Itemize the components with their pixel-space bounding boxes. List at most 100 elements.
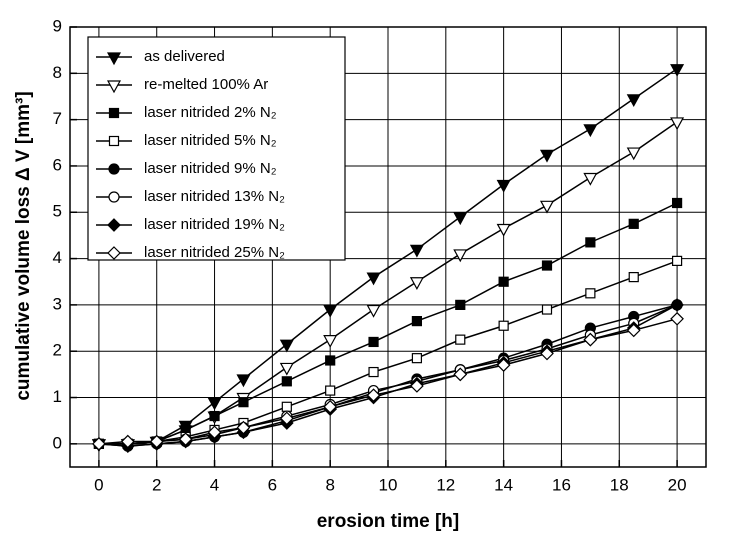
marker bbox=[671, 255, 683, 266]
marker bbox=[323, 399, 338, 414]
marker bbox=[583, 124, 598, 138]
legend-label: laser nitrided 19% N₂ bbox=[144, 216, 285, 233]
x-tick-label: 8 bbox=[325, 475, 334, 494]
marker bbox=[279, 339, 294, 353]
marker bbox=[453, 212, 468, 226]
marker bbox=[409, 244, 424, 258]
legend-marker bbox=[107, 246, 121, 260]
legend-label: laser nitrided 13% N₂ bbox=[144, 188, 285, 205]
y-tick-label: 4 bbox=[53, 248, 62, 267]
x-tick-label: 0 bbox=[94, 475, 103, 494]
y-axis-title: cumulative volume loss Δ V [mm³] bbox=[13, 91, 34, 400]
x-tick-label: 2 bbox=[152, 475, 161, 494]
marker bbox=[325, 355, 336, 366]
y-tick-label: 7 bbox=[53, 109, 62, 128]
marker bbox=[539, 200, 555, 214]
marker bbox=[323, 304, 338, 318]
marker bbox=[366, 388, 381, 403]
y-tick-label: 8 bbox=[53, 63, 62, 82]
marker bbox=[626, 147, 641, 161]
series-line bbox=[98, 68, 678, 445]
marker bbox=[279, 362, 294, 376]
marker bbox=[583, 332, 598, 347]
y-tick-label: 1 bbox=[53, 387, 62, 406]
marker bbox=[540, 346, 554, 361]
legend-label: laser nitrided 2% N₂ bbox=[144, 104, 277, 121]
marker bbox=[238, 397, 249, 408]
legend-marker bbox=[108, 163, 120, 175]
series-line bbox=[98, 260, 678, 445]
legend-marker bbox=[106, 80, 122, 94]
legend-label: laser nitrided 9% N₂ bbox=[144, 160, 277, 177]
y-tick-label: 6 bbox=[53, 155, 62, 174]
series-line bbox=[98, 304, 678, 447]
legend-label: laser nitrided 25% N₂ bbox=[144, 244, 285, 261]
marker bbox=[498, 320, 509, 331]
marker bbox=[541, 260, 553, 271]
legend-marker bbox=[107, 218, 121, 232]
marker bbox=[585, 237, 596, 248]
marker bbox=[366, 304, 381, 318]
x-tick-label: 12 bbox=[436, 475, 455, 494]
marker bbox=[496, 358, 511, 372]
marker bbox=[498, 276, 509, 287]
x-tick-label: 20 bbox=[668, 475, 687, 494]
marker bbox=[368, 366, 379, 378]
marker bbox=[541, 304, 553, 315]
y-tick-label: 3 bbox=[53, 294, 62, 313]
marker bbox=[325, 385, 336, 396]
x-tick-label: 16 bbox=[552, 475, 571, 494]
legend-marker bbox=[108, 191, 120, 203]
marker bbox=[539, 149, 555, 163]
x-tick-label: 4 bbox=[210, 475, 219, 494]
marker bbox=[236, 374, 251, 388]
legend-label: laser nitrided 5% N₂ bbox=[144, 132, 277, 149]
legend-box bbox=[87, 36, 346, 261]
x-axis-title: erosion time [h] bbox=[317, 511, 460, 532]
marker bbox=[323, 335, 338, 348]
y-tick-label: 5 bbox=[53, 202, 62, 221]
marker bbox=[92, 436, 106, 451]
plot-frame bbox=[69, 26, 707, 468]
marker bbox=[207, 425, 222, 440]
legend-marker bbox=[108, 135, 120, 147]
legend-label: as delivered bbox=[144, 48, 225, 65]
marker bbox=[281, 401, 292, 412]
marker bbox=[670, 311, 684, 326]
marker bbox=[628, 272, 639, 283]
marker bbox=[455, 334, 466, 345]
y-tick-label: 2 bbox=[53, 341, 62, 360]
y-tick-label: 0 bbox=[53, 433, 62, 452]
series-line bbox=[98, 318, 678, 445]
marker bbox=[671, 197, 683, 209]
marker bbox=[455, 299, 466, 310]
marker bbox=[209, 410, 220, 422]
marker bbox=[236, 420, 251, 435]
marker bbox=[496, 223, 511, 237]
marker bbox=[409, 277, 424, 290]
marker bbox=[496, 179, 511, 193]
marker bbox=[670, 298, 684, 312]
marker bbox=[411, 353, 423, 364]
y-tick-label: 9 bbox=[53, 16, 62, 35]
legend-label: re-melted 100% Ar bbox=[144, 76, 268, 93]
marker bbox=[279, 411, 294, 426]
marker bbox=[628, 218, 639, 229]
marker bbox=[120, 434, 135, 449]
marker bbox=[453, 249, 468, 263]
marker bbox=[281, 376, 292, 387]
x-tick-label: 14 bbox=[494, 475, 513, 494]
x-tick-label: 6 bbox=[268, 475, 277, 494]
legend-marker bbox=[108, 107, 120, 119]
marker bbox=[368, 336, 379, 348]
marker bbox=[366, 272, 381, 286]
marker bbox=[583, 172, 598, 186]
marker bbox=[626, 323, 641, 338]
x-tick-label: 18 bbox=[610, 475, 629, 494]
legend-marker bbox=[106, 52, 122, 66]
marker bbox=[149, 434, 164, 449]
marker bbox=[207, 397, 222, 411]
series-line bbox=[98, 202, 678, 445]
marker bbox=[626, 94, 641, 108]
